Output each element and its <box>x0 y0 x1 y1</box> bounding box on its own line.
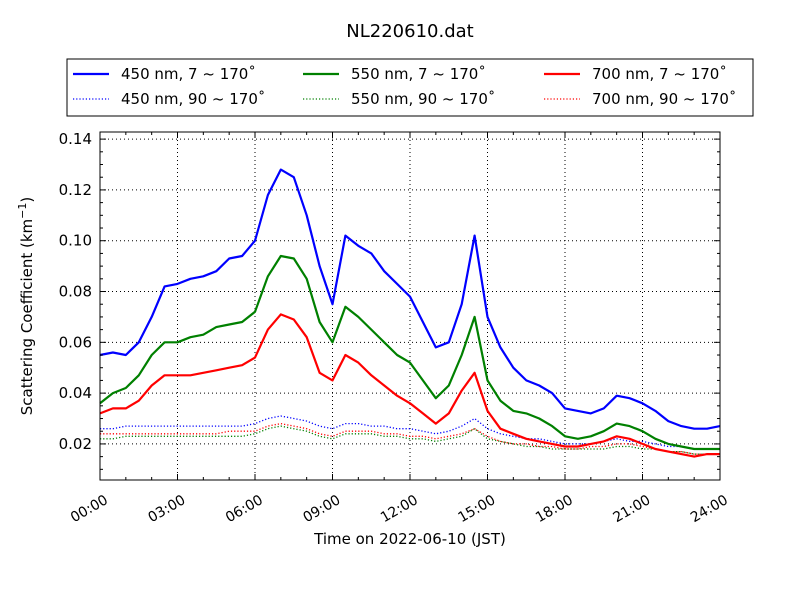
series-line-550nm-solid <box>99 254 720 451</box>
y-axis-label-end: ) <box>18 197 36 203</box>
grid <box>100 132 720 480</box>
y-axis-label: Scattering Coefficient (km−1) <box>16 197 36 416</box>
legend-box <box>66 58 754 117</box>
x-tick-label: 24:00 <box>688 492 731 526</box>
legend-label: 550 nm, 7 ~ 170˚ <box>351 65 486 83</box>
legend-label: 450 nm, 90 ~ 170˚ <box>121 90 265 108</box>
x-axis-label: Time on 2022-06-10 (JST) <box>313 530 506 548</box>
chart-title: NL220610.dat <box>346 21 473 42</box>
series-line-450nm-dotted <box>100 415 720 450</box>
y-axis-label-main: Scattering Coefficient (km <box>18 219 36 415</box>
series-lines <box>99 168 721 458</box>
y-tick-label: 0.08 <box>59 283 92 301</box>
x-tick-label: 18:00 <box>533 492 576 526</box>
y-tick-label: 0.04 <box>59 384 92 402</box>
y-tick-label: 0.06 <box>59 333 92 351</box>
legend-label: 450 nm, 7 ~ 170˚ <box>121 65 256 83</box>
x-tick-label: 03:00 <box>145 492 188 526</box>
series-line-700nm-solid <box>99 313 720 458</box>
series-line-700nm-dotted <box>100 422 720 455</box>
y-axis-label-sup: −1 <box>16 203 29 219</box>
legend-label: 550 nm, 90 ~ 170˚ <box>351 90 495 108</box>
x-tick-label: 00:00 <box>68 492 111 526</box>
x-tick-label: 21:00 <box>610 492 653 526</box>
x-tick-label: 15:00 <box>455 492 498 526</box>
x-tick-label: 09:00 <box>300 492 343 526</box>
legend: 450 nm, 7 ~ 170˚ 550 nm, 7 ~ 170˚ 700 nm, … <box>66 58 754 117</box>
x-tick-label: 06:00 <box>223 492 266 526</box>
x-tick-label: 12:00 <box>378 492 421 526</box>
y-tick-label: 0.14 <box>59 130 92 148</box>
axis-ticks: 00:00 03:00 06:00 09:00 12:00 15:00 18:00 21:00… <box>59 130 731 526</box>
y-tick-label: 0.10 <box>59 232 92 250</box>
series-line-450nm-solid <box>99 168 721 430</box>
legend-label: 700 nm, 7 ~ 170˚ <box>592 65 727 83</box>
series-line-550nm-dotted <box>100 425 720 455</box>
y-tick-label: 0.02 <box>59 435 92 453</box>
legend-label: 700 nm, 90 ~ 170˚ <box>592 90 736 108</box>
y-tick-label: 0.12 <box>59 181 92 199</box>
